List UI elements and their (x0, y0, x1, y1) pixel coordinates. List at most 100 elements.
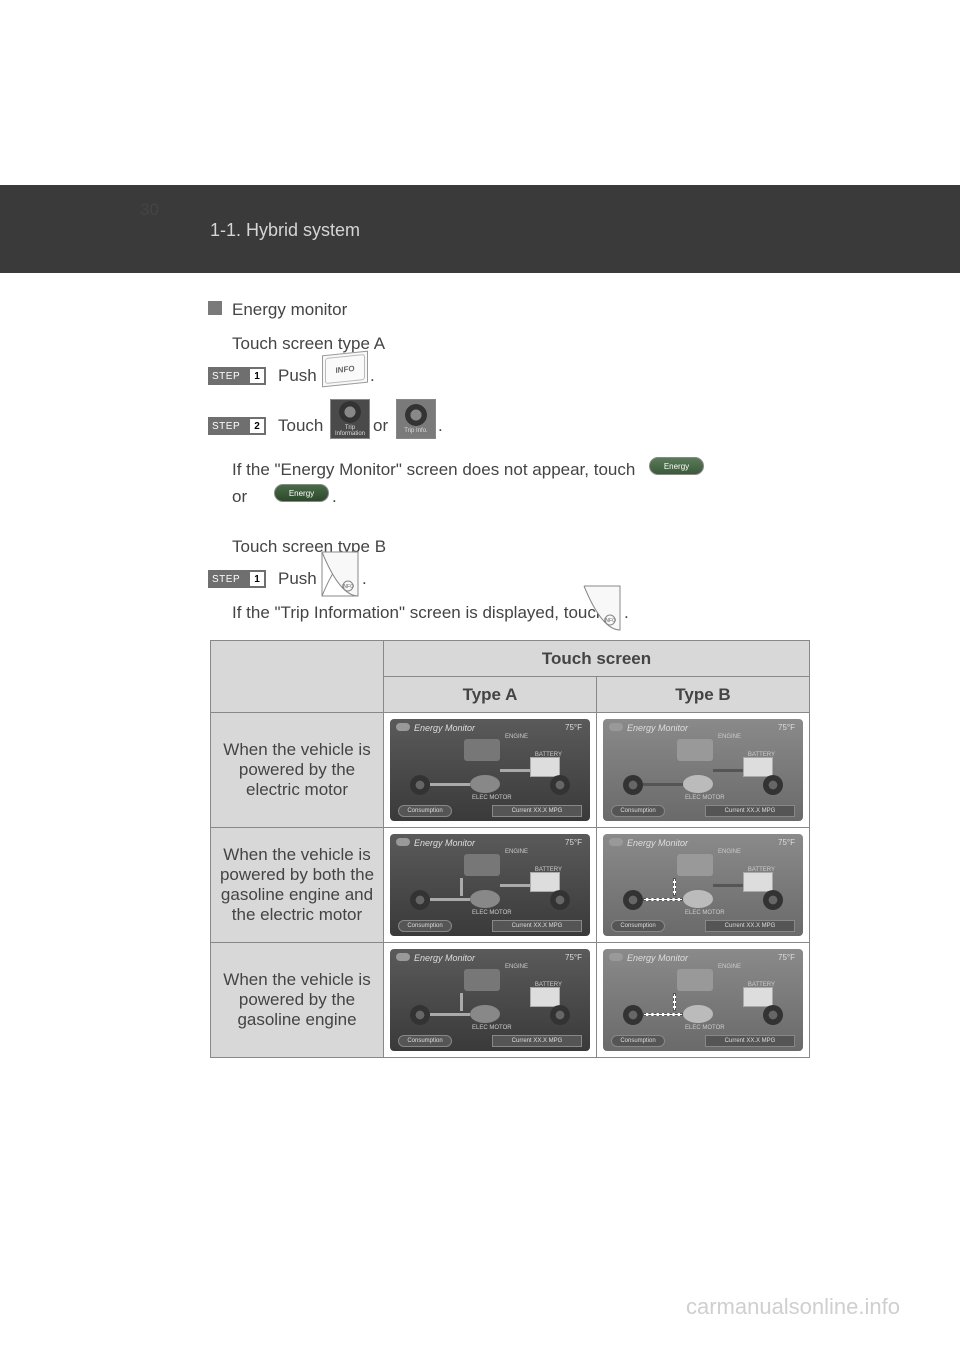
motor-label: ELEC MOTOR (472, 910, 512, 916)
current-display: Current XX.X MPG (492, 805, 582, 817)
consumption-button: Consumption (398, 805, 452, 817)
energy-monitor-screen: Energy Monitor 75°F ENGINE BATTERY ELEC … (603, 719, 803, 821)
row-label: When the vehicle is powered by both the … (211, 828, 384, 943)
flow-line (643, 898, 683, 901)
motor-label: ELEC MOTOR (685, 795, 725, 801)
weather-icon (396, 953, 410, 961)
monitor-temp: 75°F (778, 838, 795, 847)
table-corner (211, 641, 384, 713)
wheel-icon (763, 890, 783, 910)
step-label: STEP (212, 371, 240, 382)
motor-icon (470, 890, 500, 908)
step-2-badge: STEP 2 (208, 417, 266, 435)
monitor-title: Energy Monitor (627, 723, 688, 733)
step-1-period: . (370, 364, 375, 388)
monitor-title: Energy Monitor (627, 838, 688, 848)
step-number: 1 (250, 369, 264, 383)
table-header-main: Touch screen (384, 641, 810, 677)
weather-icon (609, 838, 623, 846)
table-row: When the vehicle is powered by both the … (211, 828, 810, 943)
battery-icon (530, 757, 560, 777)
tire-icon (405, 404, 427, 426)
wheel-icon (550, 890, 570, 910)
wheel-icon (550, 1005, 570, 1025)
monitor-cell: Energy Monitor 75°F ENGINE BATTERY ELEC … (384, 828, 597, 943)
engine-label: ENGINE (718, 964, 741, 970)
energy-note-1: If the "Energy Monitor" screen does not … (232, 458, 635, 482)
table-row: When the vehicle is powered by the gasol… (211, 943, 810, 1058)
engine-icon (464, 739, 500, 761)
monitor-temp: 75°F (778, 723, 795, 732)
page-number: 30 (140, 200, 159, 220)
trip-information-icon: Trip Information (330, 399, 370, 439)
flow-line (500, 769, 530, 772)
step-label: STEP (212, 574, 240, 585)
step-1-text: Push (278, 364, 317, 388)
step-2-period: . (438, 414, 443, 438)
monitor-cell: Energy Monitor 75°F ENGINE BATTERY ELEC … (384, 943, 597, 1058)
energy-label: Energy (289, 489, 314, 498)
motor-icon (470, 775, 500, 793)
flow-line (460, 993, 463, 1011)
energy-monitor-table: Touch screen Type A Type B When the vehi… (210, 640, 810, 1058)
motor-icon (683, 775, 713, 793)
step-number: 2 (250, 419, 264, 433)
energy-monitor-screen: Energy Monitor 75°F ENGINE BATTERY ELEC … (390, 834, 590, 936)
battery-icon (530, 872, 560, 892)
step-1b-text: Push (278, 567, 317, 591)
current-display: Current XX.X MPG (705, 805, 795, 817)
step-1b-period: . (362, 567, 367, 591)
weather-icon (396, 838, 410, 846)
energy-monitor-screen: Energy Monitor 75°F ENGINE BATTERY ELEC … (603, 834, 803, 936)
tire-icon (339, 401, 361, 423)
battery-icon (743, 872, 773, 892)
monitor-cell: Energy Monitor 75°F ENGINE BATTERY ELEC … (597, 713, 810, 828)
motor-label: ELEC MOTOR (472, 1025, 512, 1031)
step-number: 1 (250, 572, 264, 586)
engine-icon (677, 854, 713, 876)
step-2-or: or (373, 414, 388, 438)
monitor-cell: Energy Monitor 75°F ENGINE BATTERY ELEC … (597, 828, 810, 943)
consumption-button: Consumption (611, 805, 665, 817)
battery-label: BATTERY (748, 752, 775, 758)
motor-icon (470, 1005, 500, 1023)
monitor-temp: 75°F (565, 838, 582, 847)
engine-label: ENGINE (505, 964, 528, 970)
battery-label: BATTERY (535, 752, 562, 758)
engine-label: ENGINE (505, 849, 528, 855)
monitor-cell: Energy Monitor 75°F ENGINE BATTERY ELEC … (384, 713, 597, 828)
current-display: Current XX.X MPG (492, 1035, 582, 1047)
monitor-cell: Energy Monitor 75°F ENGINE BATTERY ELEC … (597, 943, 810, 1058)
energy-label: Energy (664, 462, 689, 471)
battery-label: BATTERY (748, 982, 775, 988)
battery-icon (530, 987, 560, 1007)
motor-label: ELEC MOTOR (472, 795, 512, 801)
monitor-title: Energy Monitor (414, 838, 475, 848)
battery-label: BATTERY (535, 982, 562, 988)
weather-icon (609, 723, 623, 731)
monitor-temp: 75°F (778, 953, 795, 962)
monitor-title: Energy Monitor (414, 723, 475, 733)
table-row: When the vehicle is powered by the elect… (211, 713, 810, 828)
type-b-note: If the "Trip Information" screen is disp… (232, 601, 605, 625)
energy-monitor-screen: Energy Monitor 75°F ENGINE BATTERY ELEC … (390, 949, 590, 1051)
engine-icon (464, 854, 500, 876)
monitor-title: Energy Monitor (414, 953, 475, 963)
consumption-button: Consumption (611, 920, 665, 932)
trip-info-label-b: Trip Info. (404, 428, 427, 434)
flow-line (713, 769, 743, 772)
section-title: Energy monitor (232, 298, 347, 322)
flow-line (460, 878, 463, 896)
motor-label: ELEC MOTOR (685, 910, 725, 916)
step-label: STEP (212, 421, 240, 432)
flow-line (430, 783, 470, 786)
battery-icon (743, 757, 773, 777)
engine-icon (677, 739, 713, 761)
row-label: When the vehicle is powered by the gasol… (211, 943, 384, 1058)
wheel-icon (763, 1005, 783, 1025)
wheel-icon (410, 1005, 430, 1025)
wheel-icon (550, 775, 570, 795)
flow-line (643, 1013, 683, 1016)
flow-line (500, 884, 530, 887)
energy-note-2b: . (332, 485, 337, 509)
